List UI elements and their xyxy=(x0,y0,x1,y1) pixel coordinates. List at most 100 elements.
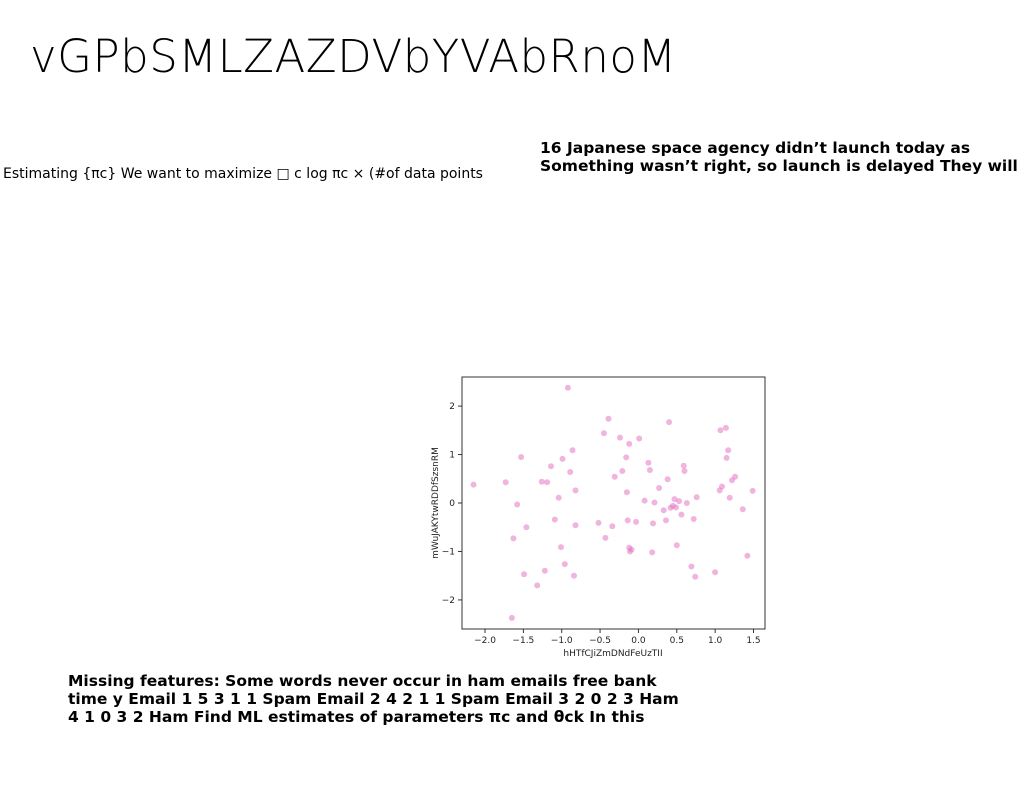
data-point xyxy=(649,549,656,556)
data-point xyxy=(680,462,687,469)
data-point xyxy=(663,517,669,524)
data-point xyxy=(671,496,678,503)
side-note-line: 16 Japanese space agency didn’t launch t… xyxy=(540,139,971,157)
data-point xyxy=(678,511,685,518)
data-point xyxy=(508,614,515,621)
data-point xyxy=(712,569,719,576)
y-tick-label: 0 xyxy=(449,499,455,509)
data-point xyxy=(645,459,652,466)
data-point xyxy=(725,447,732,454)
data-point xyxy=(722,424,729,431)
data-point xyxy=(666,419,673,426)
data-point xyxy=(559,455,566,462)
y-axis-label: mWuJAKYtwRDDfSzsnRM xyxy=(431,447,441,559)
data-point xyxy=(673,542,680,549)
scatter-chart: −2.0 −1.5 −1.0 −0.5 0.0 0.5 1.0 1.5 −2 −1 0 1 2 hHT… xyxy=(431,376,766,659)
data-point xyxy=(569,447,576,454)
data-point xyxy=(567,469,574,475)
data-point xyxy=(673,504,679,511)
data-point xyxy=(656,485,663,491)
data-point xyxy=(739,506,746,513)
data-point xyxy=(564,384,571,391)
data-point xyxy=(514,501,521,508)
data-point xyxy=(628,546,635,553)
data-point xyxy=(641,497,648,504)
x-tick-label: −1.0 xyxy=(551,636,573,646)
data-point xyxy=(749,487,756,494)
x-tick-label: −0.5 xyxy=(589,636,611,646)
plot-frame xyxy=(461,376,766,630)
data-point xyxy=(538,478,545,485)
data-point xyxy=(571,572,577,579)
data-point xyxy=(719,483,725,490)
y-tick-label: 2 xyxy=(449,402,455,412)
scatter-figure: −2.0 −1.5 −1.0 −0.5 0.0 0.5 1.0 1.5 −2 −1 0 1 2 hHT… xyxy=(428,370,773,662)
data-point xyxy=(623,454,630,461)
data-point xyxy=(633,518,640,525)
data-point xyxy=(572,522,579,529)
data-point xyxy=(646,467,653,473)
x-tick-label: 1.0 xyxy=(708,636,723,646)
data-point xyxy=(595,519,602,526)
bottom-note-line: time y Email 1 5 3 1 1 Spam Email 2 4 2 … xyxy=(68,690,679,708)
data-point xyxy=(605,415,612,422)
data-point xyxy=(681,468,688,474)
data-point xyxy=(510,535,517,542)
data-point xyxy=(726,494,733,501)
bottom-note: Missing features: Some words never occur… xyxy=(68,672,768,726)
slide-title: vGPbSMLZAZDVbYVAbRnoM xyxy=(30,30,677,83)
scatter-points xyxy=(470,384,756,621)
data-point xyxy=(676,498,683,505)
data-point xyxy=(541,567,548,574)
data-point xyxy=(683,500,690,506)
x-axis-ticks: −2.0 −1.5 −1.0 −0.5 0.0 0.5 1.0 1.5 xyxy=(474,629,761,646)
data-point xyxy=(660,507,667,514)
data-point xyxy=(692,573,699,580)
x-tick-label: −2.0 xyxy=(474,636,496,646)
data-point xyxy=(693,494,700,501)
data-point xyxy=(744,552,751,559)
data-point xyxy=(548,463,554,470)
data-point xyxy=(600,430,607,437)
data-point xyxy=(651,499,658,506)
data-point xyxy=(617,434,623,441)
y-tick-label: 1 xyxy=(449,451,455,461)
data-point xyxy=(534,582,541,589)
data-point xyxy=(611,473,618,480)
data-point xyxy=(690,516,697,522)
data-point xyxy=(555,494,562,501)
data-point xyxy=(732,473,739,480)
data-point xyxy=(624,517,631,524)
data-point xyxy=(623,489,630,496)
data-point xyxy=(650,520,656,527)
data-point xyxy=(561,561,568,568)
data-point xyxy=(470,481,477,488)
data-point xyxy=(717,427,724,434)
bottom-note-line: Missing features: Some words never occur… xyxy=(68,672,657,690)
bottom-note-line: 4 1 0 3 2 Ham Find ML estimates of param… xyxy=(68,708,645,726)
data-point xyxy=(544,479,551,486)
y-axis-ticks: −2 −1 0 1 2 xyxy=(442,402,462,606)
data-point xyxy=(602,534,609,541)
data-point xyxy=(551,516,558,523)
x-tick-label: 1.5 xyxy=(746,636,760,646)
x-axis-label: hHTfCJiZmDNdFeUzTII xyxy=(563,649,662,659)
data-point xyxy=(523,524,530,531)
data-point xyxy=(619,468,626,474)
data-point xyxy=(609,523,616,530)
data-point xyxy=(521,571,528,578)
x-tick-label: 0.0 xyxy=(631,636,646,646)
data-point xyxy=(636,435,643,442)
data-point xyxy=(688,563,695,570)
x-tick-label: 0.5 xyxy=(670,636,684,646)
y-tick-label: −2 xyxy=(442,596,455,606)
data-point xyxy=(626,440,633,447)
body-text: Estimating {πc} We want to maximize □ c … xyxy=(3,166,483,182)
data-point xyxy=(664,476,671,483)
y-tick-label: −1 xyxy=(442,547,455,557)
data-point xyxy=(518,454,525,460)
side-note-line: Something wasn’t right, so launch is del… xyxy=(540,157,1018,175)
data-point xyxy=(502,479,509,486)
data-point xyxy=(723,454,730,461)
x-tick-label: −1.5 xyxy=(512,636,534,646)
